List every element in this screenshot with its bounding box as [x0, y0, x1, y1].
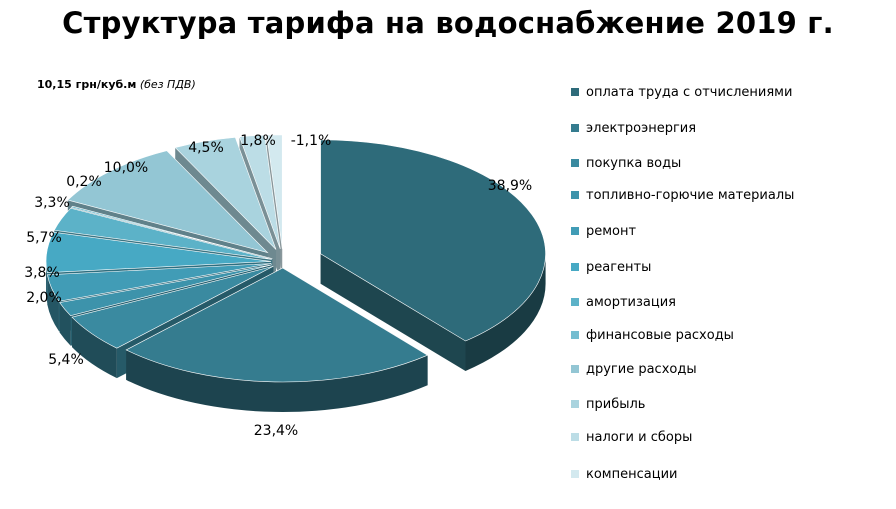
legend-label: налоги и сборы [586, 429, 693, 445]
pie-slice-9 [67, 150, 269, 254]
legend-swatch [571, 331, 579, 339]
legend-swatch [571, 88, 579, 96]
legend-swatch [571, 470, 579, 478]
data-label: 10,0% [104, 160, 148, 176]
legend-label: другие расходы [586, 361, 697, 377]
legend-item: прибыль [571, 394, 645, 414]
legend-item: финансовые расходы [571, 325, 734, 345]
legend-swatch [571, 433, 579, 441]
pie-slice-side [465, 253, 546, 371]
legend-swatch [571, 191, 579, 199]
pie-slice-1 [320, 139, 546, 342]
legend-swatch [571, 159, 579, 167]
pie-slice-6 [45, 231, 272, 273]
pie-slice-5 [47, 263, 272, 302]
legend-swatch [571, 400, 579, 408]
pie-slice-8 [70, 205, 273, 260]
pie-slice-7 [53, 207, 272, 260]
data-label: 5,4% [48, 352, 84, 368]
legend-item: реагенты [571, 257, 651, 277]
tariff-note: (без ПДВ) [139, 78, 196, 91]
legend-label: оплата труда с отчислениями [586, 84, 793, 100]
pie-slice-2 [125, 267, 429, 383]
legend-item: налоги и сборы [571, 427, 692, 447]
data-labels: 38,9% 23,4% 5,4% 2,0% 3,8% 5,7% 3,3% 0,2%10,0% 4… [24, 133, 532, 439]
pie-slice-side [126, 349, 428, 412]
data-label: 0,2% [66, 174, 102, 190]
legend-label: топливно-горючие материалы [586, 187, 795, 203]
data-label: 38,9% [488, 178, 532, 194]
legend-label: компенсации [586, 466, 678, 482]
data-label: 1,8% [240, 133, 276, 149]
chart-title: Структура тарифа на водоснабжение 2019 г… [62, 6, 834, 40]
pie-slice-12 [266, 134, 283, 249]
legend-item: оплата труда с отчислениями [571, 82, 792, 102]
legend-swatch [571, 365, 579, 373]
pie-slice-side [47, 274, 59, 332]
legend-label: амортизация [586, 294, 676, 310]
legend-label: прибыль [586, 396, 646, 412]
legend-swatch [571, 263, 579, 271]
data-label: 3,8% [24, 265, 60, 281]
legend-label: покупка воды [586, 155, 682, 171]
pie-slice-3 [71, 265, 274, 349]
legend-label: финансовые расходы [586, 327, 734, 343]
legend-item: ремонт [571, 221, 636, 241]
chart-subtitle: 10,15 грн/куб.м (без ПДВ) [37, 78, 196, 91]
legend-swatch [571, 298, 579, 306]
legend-item: покупка воды [571, 153, 681, 173]
data-label: 4,5% [188, 140, 224, 156]
pie-slice-4 [59, 264, 273, 317]
legend-swatch [571, 227, 579, 235]
legend-item: электроэнергия [571, 118, 696, 138]
legend-label: электроэнергия [586, 120, 697, 136]
pie-slice-10 [174, 137, 277, 250]
data-label: -1,1% [291, 133, 332, 149]
data-label: 5,7% [26, 230, 62, 246]
legend-swatch [571, 124, 579, 132]
legend-item: амортизация [571, 292, 676, 312]
legend-label: ремонт [586, 223, 637, 239]
pie-slice-wall [320, 253, 466, 371]
legend-label: реагенты [586, 259, 652, 275]
legend-item: компенсации [571, 464, 677, 484]
data-label: 2,0% [26, 290, 62, 306]
data-label: 23,4% [254, 423, 298, 439]
pie-slice-side [59, 302, 71, 346]
pie-slice-tops [45, 134, 546, 383]
data-label: 3,3% [34, 195, 70, 211]
tariff-price: 10,15 грн/куб.м [37, 78, 137, 91]
pie-slice-side [72, 317, 117, 379]
legend-item: топливно-горючие материалы [571, 185, 794, 205]
legend-item: другие расходы [571, 359, 697, 379]
pie-slice-11 [239, 134, 281, 250]
